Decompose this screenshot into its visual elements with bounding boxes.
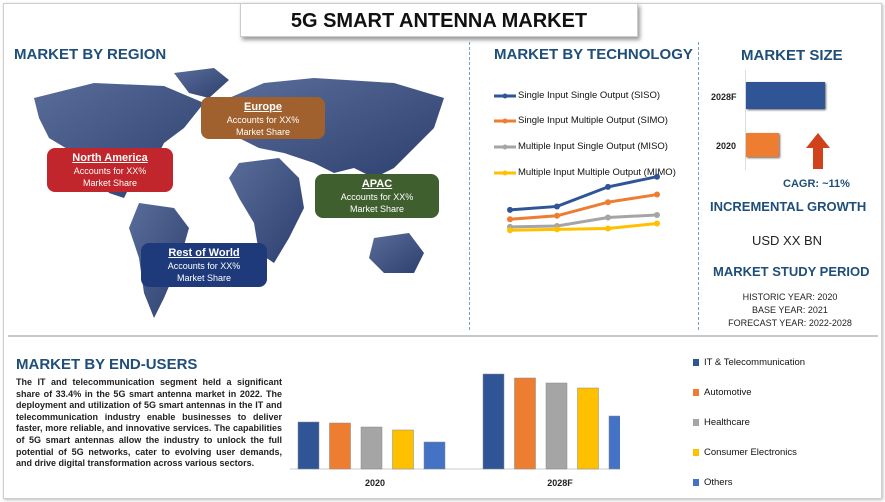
data-point xyxy=(554,212,560,219)
legend-label: Others xyxy=(704,477,733,488)
technology-legend-item: Multiple Input Multiple Output (MIMO) xyxy=(494,167,684,178)
size-bar-2028f xyxy=(746,82,825,109)
series-line xyxy=(509,193,658,221)
legend-label: Single Input Multiple Output (SIMO) xyxy=(518,115,668,126)
legend-swatch-icon xyxy=(693,419,699,426)
up-arrow-icon xyxy=(806,133,830,169)
legend-swatch-icon xyxy=(693,359,699,366)
region-box-apac: APAC Accounts for XX% Market Share xyxy=(315,174,439,218)
forecast-year: FORECAST YEAR: 2022-2028 xyxy=(728,318,852,328)
data-point xyxy=(654,211,660,218)
bar xyxy=(577,387,599,470)
data-point xyxy=(554,203,560,210)
page-title: 5G SMART ANTENNA MARKET xyxy=(240,3,638,37)
region-share-label: Market Share xyxy=(176,273,232,283)
bar xyxy=(360,426,383,470)
size-label: 2020 xyxy=(716,141,737,151)
incremental-growth-heading: INCREMENTAL GROWTH xyxy=(710,199,867,214)
data-point xyxy=(507,206,513,213)
size-bar-2020 xyxy=(746,133,779,157)
series-line xyxy=(509,221,658,232)
bar xyxy=(297,421,320,470)
region-name: APAC xyxy=(361,178,393,190)
legend-line-icon xyxy=(494,144,516,150)
region-box-north-america: North America Accounts for XX% Market Sh… xyxy=(47,148,173,192)
data-point xyxy=(605,183,611,190)
study-period-heading: MARKET STUDY PERIOD xyxy=(713,264,870,279)
legend-line-icon xyxy=(494,170,516,176)
bar xyxy=(392,429,414,470)
legend-label: IT & Telecommunication xyxy=(704,357,806,368)
region-share-label: Market Share xyxy=(82,178,138,188)
data-point xyxy=(554,226,560,233)
region-share-label: Market Share xyxy=(235,127,291,137)
bar xyxy=(423,441,446,470)
region-name: North America xyxy=(72,152,148,164)
bar xyxy=(482,373,505,470)
data-point xyxy=(654,220,660,227)
end-users-legend-item: IT & Telecommunication xyxy=(693,357,805,368)
data-point xyxy=(605,214,611,221)
legend-label: Consumer Electronics xyxy=(704,447,797,458)
end-users-legend-item: Consumer Electronics xyxy=(693,447,797,458)
bar xyxy=(514,377,536,470)
incremental-growth-value: USD XX BN xyxy=(752,233,823,248)
legend-label: Single Input Single Output (SISO) xyxy=(518,90,661,101)
legend-swatch-icon xyxy=(693,449,699,456)
data-point xyxy=(605,225,611,232)
size-label: 2028F xyxy=(711,92,737,102)
end-users-description: The IT and telecommunication segment hel… xyxy=(16,377,282,469)
technology-line-chart xyxy=(507,173,660,234)
end-users-legend-item: Automotive xyxy=(693,387,752,398)
axis-line xyxy=(745,70,746,170)
legend-swatch-icon xyxy=(693,389,699,396)
legend-line-icon xyxy=(494,93,516,99)
x-tick-label: 2028F xyxy=(547,478,573,488)
legend-swatch-icon xyxy=(693,479,699,486)
region-share: Accounts for XX% xyxy=(167,261,241,271)
cagr: CAGR: ~11% xyxy=(783,178,850,190)
divider xyxy=(469,42,470,330)
technology-heading: MARKET BY TECHNOLOGY xyxy=(494,46,693,63)
region-name: Rest of World xyxy=(168,247,240,259)
end-users-legend-item: Others xyxy=(693,477,733,488)
end-users-legend-item: Healthcare xyxy=(693,417,750,428)
market-size-heading: MARKET SIZE xyxy=(741,47,843,64)
technology-legend-item: Single Input Multiple Output (SIMO) xyxy=(494,115,684,126)
legend-line-icon xyxy=(494,118,516,124)
data-point xyxy=(507,227,513,234)
legend-label: Healthcare xyxy=(704,417,750,428)
divider xyxy=(698,42,699,330)
section-divider xyxy=(8,335,878,337)
technology-legend-item: Multiple Input Single Output (MISO) xyxy=(494,141,684,152)
region-box-europe: Europe Accounts for XX% Market Share xyxy=(201,97,325,139)
legend-label: Multiple Input Single Output (MISO) xyxy=(518,141,668,152)
end-users-bar-chart: 2020 2028F xyxy=(290,373,620,488)
region-share: Accounts for XX% xyxy=(73,166,147,176)
historic-year: HISTORIC YEAR: 2020 xyxy=(742,292,838,302)
end-users-heading: MARKET BY END-USERS xyxy=(16,356,198,373)
legend-label: Automotive xyxy=(704,387,752,398)
region-share: Accounts for XX% xyxy=(340,192,414,202)
data-point xyxy=(654,191,660,198)
region-heading: MARKET BY REGION xyxy=(14,46,167,63)
bar xyxy=(329,422,351,470)
base-year: BASE YEAR: 2021 xyxy=(752,305,828,315)
legend-label: Multiple Input Multiple Output (MIMO) xyxy=(518,167,676,178)
bar xyxy=(545,382,568,470)
region-share-label: Market Share xyxy=(349,204,405,214)
data-point xyxy=(654,173,660,180)
region-box-rest-of-world: Rest of World Accounts for XX% Market Sh… xyxy=(141,243,267,287)
data-point xyxy=(605,199,611,206)
series-line xyxy=(509,213,658,229)
data-point xyxy=(507,216,513,223)
region-share: Accounts for XX% xyxy=(226,115,300,125)
series-line xyxy=(509,175,658,212)
x-tick-label: 2020 xyxy=(365,478,385,488)
technology-legend-item: Single Input Single Output (SISO) xyxy=(494,90,684,101)
bar xyxy=(608,415,620,470)
region-name: Europe xyxy=(244,101,282,113)
